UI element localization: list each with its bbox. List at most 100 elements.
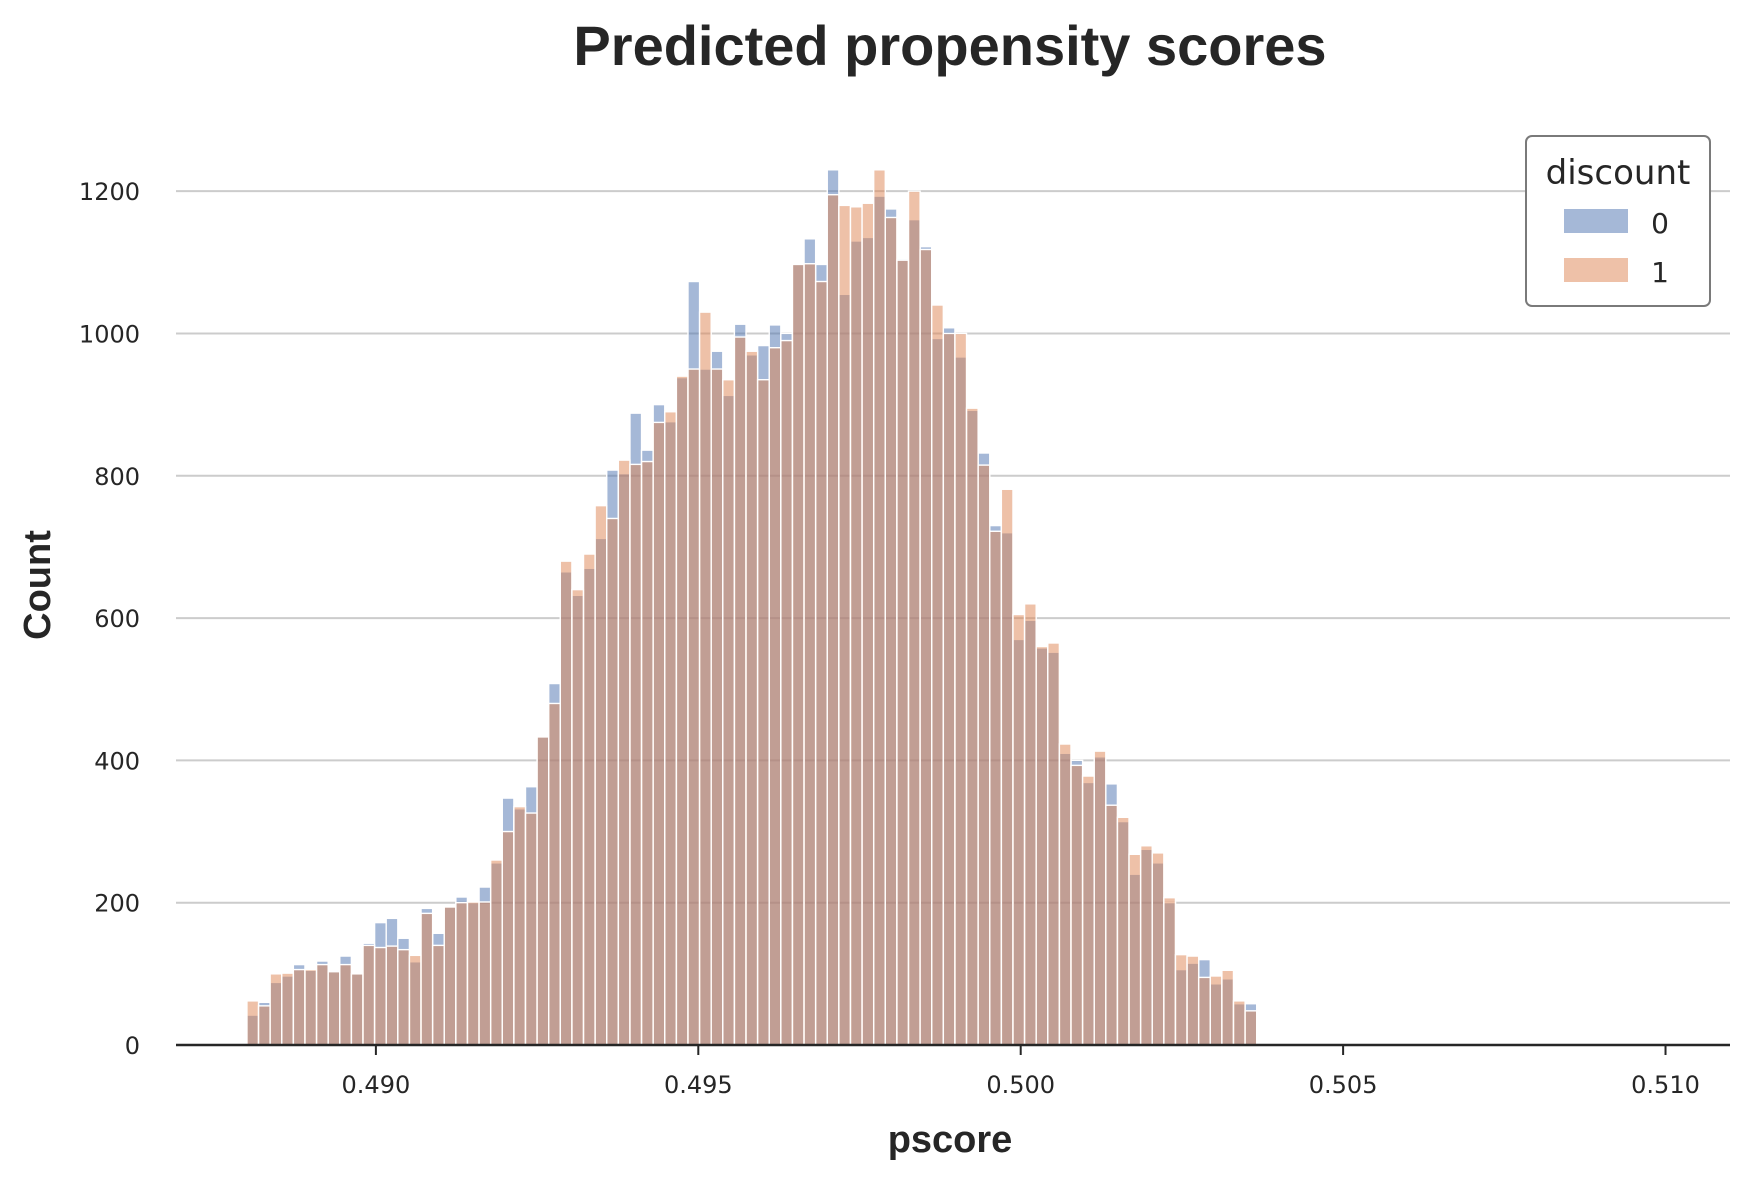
bar-series1-24 xyxy=(524,812,538,1046)
bar-series1-52 xyxy=(849,206,863,1046)
bar-series1-76 xyxy=(1128,853,1142,1046)
x-tick-label-2: 0.500 xyxy=(986,1071,1055,1099)
bar-series1-5 xyxy=(304,968,318,1046)
bar-series1-26 xyxy=(548,702,562,1046)
bar-series1-41 xyxy=(722,379,736,1046)
bar-series1-17 xyxy=(443,906,457,1046)
bar-series1-27 xyxy=(559,560,573,1046)
bar-series1-86 xyxy=(1244,1010,1258,1046)
bar-series1-67 xyxy=(1023,603,1037,1046)
bar-series1-12 xyxy=(385,945,399,1046)
x-tick-label-4: 0.510 xyxy=(1631,1071,1700,1099)
bar-series1-25 xyxy=(536,736,550,1046)
bar-series1-85 xyxy=(1232,1000,1246,1046)
bar-series1-7 xyxy=(327,971,341,1046)
x-axis-label: pscore xyxy=(888,1119,1013,1161)
bar-series1-13 xyxy=(397,948,411,1046)
bar-series1-3 xyxy=(281,972,295,1046)
bar-series1-46 xyxy=(780,339,794,1046)
bar-series1-30 xyxy=(594,504,608,1046)
bar-series1-53 xyxy=(861,202,875,1046)
bar-series1-61 xyxy=(954,332,968,1046)
bar-series1-45 xyxy=(768,346,782,1046)
bar-series1-43 xyxy=(745,350,759,1046)
bar-series1-58 xyxy=(919,248,933,1046)
bar-series1-79 xyxy=(1163,897,1177,1046)
bar-series1-81 xyxy=(1186,955,1200,1046)
bar-series1-35 xyxy=(652,421,666,1046)
legend: discount 0 1 xyxy=(1525,135,1711,307)
bar-series1-23 xyxy=(513,805,527,1046)
bar-series1-40 xyxy=(710,368,724,1046)
bar-series1-74 xyxy=(1105,804,1119,1046)
bar-series1-62 xyxy=(965,407,979,1046)
bar-series1-22 xyxy=(501,830,515,1046)
bar-series1-78 xyxy=(1151,852,1165,1046)
bar-series1-72 xyxy=(1081,775,1095,1046)
bar-series1-84 xyxy=(1221,969,1235,1046)
y-tick-label-3: 600 xyxy=(94,605,140,633)
bar-series1-32 xyxy=(617,459,631,1046)
bar-series1-4 xyxy=(292,968,306,1046)
y-tick-label-6: 1200 xyxy=(79,178,140,206)
bar-series1-56 xyxy=(896,259,910,1046)
bar-series1-37 xyxy=(675,375,689,1046)
legend-title: discount xyxy=(1546,153,1691,193)
bar-series1-47 xyxy=(791,263,805,1046)
bar-series1-20 xyxy=(478,901,492,1046)
bar-series1-60 xyxy=(942,332,956,1046)
bar-series1-28 xyxy=(571,588,585,1046)
bar-series1-63 xyxy=(977,464,991,1046)
bar-series1-59 xyxy=(931,304,945,1046)
bar-series1-36 xyxy=(664,411,678,1046)
bar-series1-10 xyxy=(362,944,376,1046)
x-tick-label-0: 0.490 xyxy=(342,1071,411,1099)
bar-series1-42 xyxy=(733,336,747,1046)
bar-series1-34 xyxy=(640,460,654,1046)
bar-series1-31 xyxy=(606,517,620,1046)
bar-series1-0 xyxy=(246,1000,260,1046)
bar-series1-19 xyxy=(466,901,480,1046)
bar-series1-6 xyxy=(315,963,329,1046)
bar-series1-77 xyxy=(1139,845,1153,1046)
bar-series1-38 xyxy=(687,368,701,1046)
bar-series1-49 xyxy=(814,280,828,1046)
bar-series1-68 xyxy=(1035,645,1049,1046)
bar-series1-33 xyxy=(629,463,643,1046)
legend-label-1: 1 xyxy=(1651,256,1669,289)
bar-series1-14 xyxy=(408,954,422,1046)
bar-series1-71 xyxy=(1070,764,1084,1046)
bar-series1-65 xyxy=(1000,488,1014,1046)
series-1-bars xyxy=(246,169,1258,1046)
bar-series1-82 xyxy=(1197,976,1211,1046)
bar-series1-69 xyxy=(1047,642,1061,1046)
bar-series1-75 xyxy=(1116,816,1130,1046)
bar-series1-80 xyxy=(1174,953,1188,1046)
bar-series1-2 xyxy=(269,973,283,1046)
x-tick-label-1: 0.495 xyxy=(664,1071,733,1099)
y-axis-label: Count xyxy=(17,530,59,640)
bar-series1-18 xyxy=(455,901,469,1046)
bar-series1-73 xyxy=(1093,750,1107,1046)
bar-series1-51 xyxy=(838,204,852,1046)
bar-series1-9 xyxy=(350,973,364,1046)
legend-swatch-1 xyxy=(1564,258,1628,282)
y-tick-label-4: 800 xyxy=(94,463,140,491)
bar-series1-44 xyxy=(756,379,770,1046)
chart-title: Predicted propensity scores xyxy=(573,14,1326,77)
bar-series1-11 xyxy=(373,946,387,1046)
bar-series1-15 xyxy=(420,912,434,1046)
bar-series1-48 xyxy=(803,263,817,1046)
y-tick-label-5: 1000 xyxy=(79,320,140,348)
bar-series1-21 xyxy=(489,859,503,1046)
y-tick-label-2: 400 xyxy=(94,747,140,775)
bar-series1-50 xyxy=(826,194,840,1046)
bar-series1-83 xyxy=(1209,975,1223,1046)
y-tick-label-0: 0 xyxy=(125,1032,140,1060)
legend-swatch-0 xyxy=(1564,209,1628,233)
bar-series1-54 xyxy=(872,169,886,1046)
bar-series1-1 xyxy=(257,1005,271,1046)
bar-series1-8 xyxy=(339,963,353,1046)
y-tick-label-1: 200 xyxy=(94,890,140,918)
